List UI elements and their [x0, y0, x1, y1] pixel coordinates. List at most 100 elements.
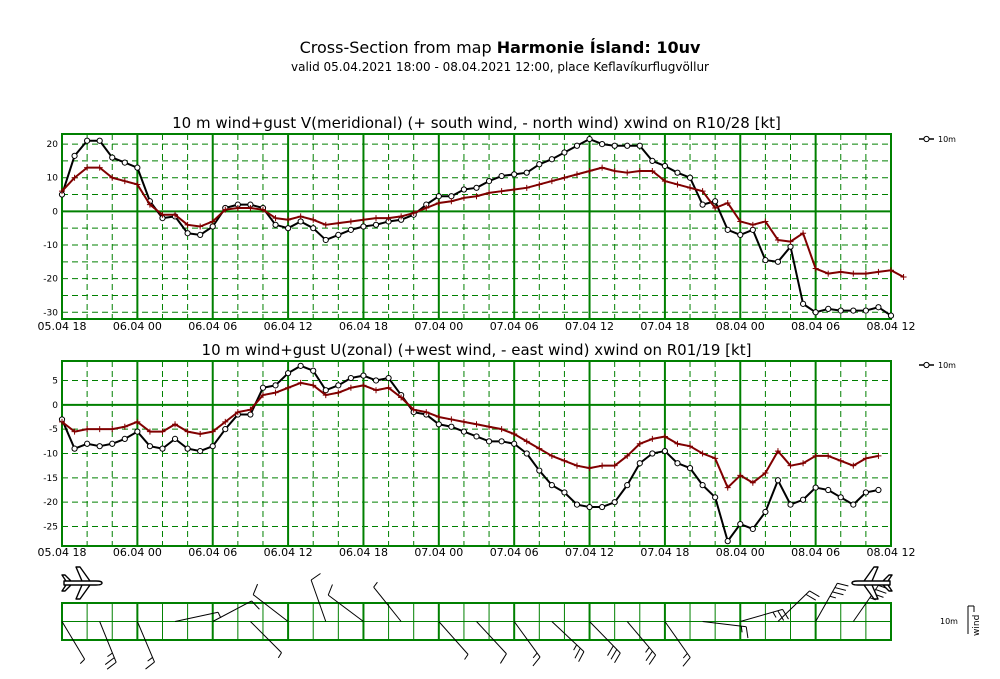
gust-data-point: [636, 168, 643, 174]
wind-barb: [664, 621, 691, 667]
wind-data-point: [360, 372, 367, 379]
wind-data-point: [96, 443, 103, 450]
gust-data-point: [373, 215, 380, 222]
wind-data-point: [322, 387, 329, 394]
wind-barb: [513, 621, 541, 667]
gust-data-point: [373, 387, 380, 394]
wind-data-point: [372, 221, 380, 228]
gust-series-line: [61, 166, 905, 278]
gust-data-point: [774, 448, 781, 455]
gust-data-point: [473, 421, 480, 428]
chart-legend: 10m: [919, 135, 956, 144]
gust-data-point: [699, 188, 706, 195]
gust-data-point: [184, 428, 191, 435]
wind-data-point: [737, 520, 744, 528]
x-tick-label: 06.04 18: [339, 320, 388, 333]
barb-legend-icon: [967, 605, 975, 634]
wind-data-point: [674, 169, 681, 176]
gust-data-point: [687, 443, 694, 450]
gust-data-point: [347, 218, 354, 225]
wind-barb: [740, 608, 789, 622]
wind-barb-feather: [79, 658, 85, 664]
gust-data-point: [837, 268, 844, 275]
y-tick-label: 10: [47, 174, 59, 184]
wind-data-point: [850, 501, 857, 508]
y-tick-label: 0: [52, 207, 58, 217]
wind-data-point: [724, 226, 731, 233]
gust-data-point: [96, 426, 103, 433]
x-tick-label: 08.04 06: [791, 546, 840, 559]
gust-data-point: [523, 184, 530, 191]
wind-barb: [702, 621, 749, 639]
wind-data-point: [284, 225, 292, 232]
wind-data-point: [636, 142, 643, 149]
gust-data-point: [888, 267, 894, 274]
wind-data-point: [84, 137, 91, 144]
wind-data-point: [837, 494, 844, 501]
gust-data-point: [774, 236, 781, 243]
gust-data-point: [862, 455, 869, 462]
gust-data-point: [146, 201, 153, 208]
gust-data-point: [624, 169, 631, 176]
gust-data-point: [586, 168, 593, 174]
wind-barb: [174, 611, 222, 622]
gust-data-point: [385, 215, 392, 222]
wind-data-point: [536, 161, 543, 168]
wind-data-point: [586, 503, 593, 511]
gust-data-point: [599, 164, 606, 171]
wind-barb: [815, 582, 849, 622]
y-tick-label: -20: [43, 275, 58, 285]
chart-title: 10 m wind+gust U(zonal) (+west wind, - e…: [202, 341, 752, 359]
wind-data-point: [297, 218, 304, 225]
gust-data-point: [661, 433, 668, 440]
wind-data-point: [134, 164, 141, 171]
wind-data-point: [875, 304, 882, 311]
chart-panel-2: 10 m wind+gust U(zonal) (+west wind, - e…: [38, 341, 957, 559]
wind-data-point: [159, 445, 166, 452]
gust-data-point: [297, 213, 304, 220]
wind-barb: [99, 621, 117, 670]
x-tick-label: 06.04 18: [339, 546, 388, 559]
gust-data-point: [96, 164, 103, 171]
wind-data-point: [611, 499, 618, 506]
gust-data-point: [900, 273, 907, 280]
gust-data-point: [749, 479, 756, 486]
gust-data-point: [109, 174, 116, 181]
x-tick-label: 07.04 12: [565, 320, 614, 333]
gust-data-point: [875, 452, 882, 459]
wind-data-point: [347, 226, 354, 233]
wind-barb-staff: [513, 621, 541, 658]
wind-data-point: [335, 231, 342, 239]
plot-frame: [61, 360, 892, 547]
gust-data-point: [435, 199, 442, 206]
wind-barb: [136, 621, 155, 670]
gust-data-point: [649, 435, 656, 442]
x-tick-label: 07.04 06: [490, 546, 539, 559]
gust-data-point: [536, 181, 543, 188]
wind-barb: [589, 621, 621, 664]
x-tick-label: 06.04 06: [188, 546, 237, 559]
wind-data-point: [661, 162, 669, 170]
wind-barb-feather: [104, 657, 115, 665]
wind-series-line: [61, 138, 892, 317]
x-tick-label: 06.04 00: [113, 546, 162, 559]
wind-data-point: [837, 307, 844, 314]
gust-data-point: [285, 216, 292, 223]
gust-data-point: [297, 379, 304, 386]
x-tick-label: 06.04 00: [113, 320, 162, 333]
wind-data-point: [774, 258, 782, 265]
wind-data-point: [511, 440, 518, 447]
wind-barb-staff: [373, 586, 402, 622]
gust-data-point: [737, 472, 744, 479]
gust-data-point: [385, 384, 392, 391]
x-tick-label: 07.04 18: [640, 320, 689, 333]
wind-barb-feather: [107, 652, 113, 658]
wind-barb: [250, 621, 282, 659]
wind-barb-feather: [834, 587, 847, 591]
x-tick-label: 07.04 12: [565, 546, 614, 559]
wind-data-point: [146, 443, 154, 450]
gust-data-point: [498, 426, 505, 433]
wind-data-point: [310, 367, 317, 374]
gust-data-point: [536, 445, 543, 452]
gust-data-point: [573, 462, 580, 469]
